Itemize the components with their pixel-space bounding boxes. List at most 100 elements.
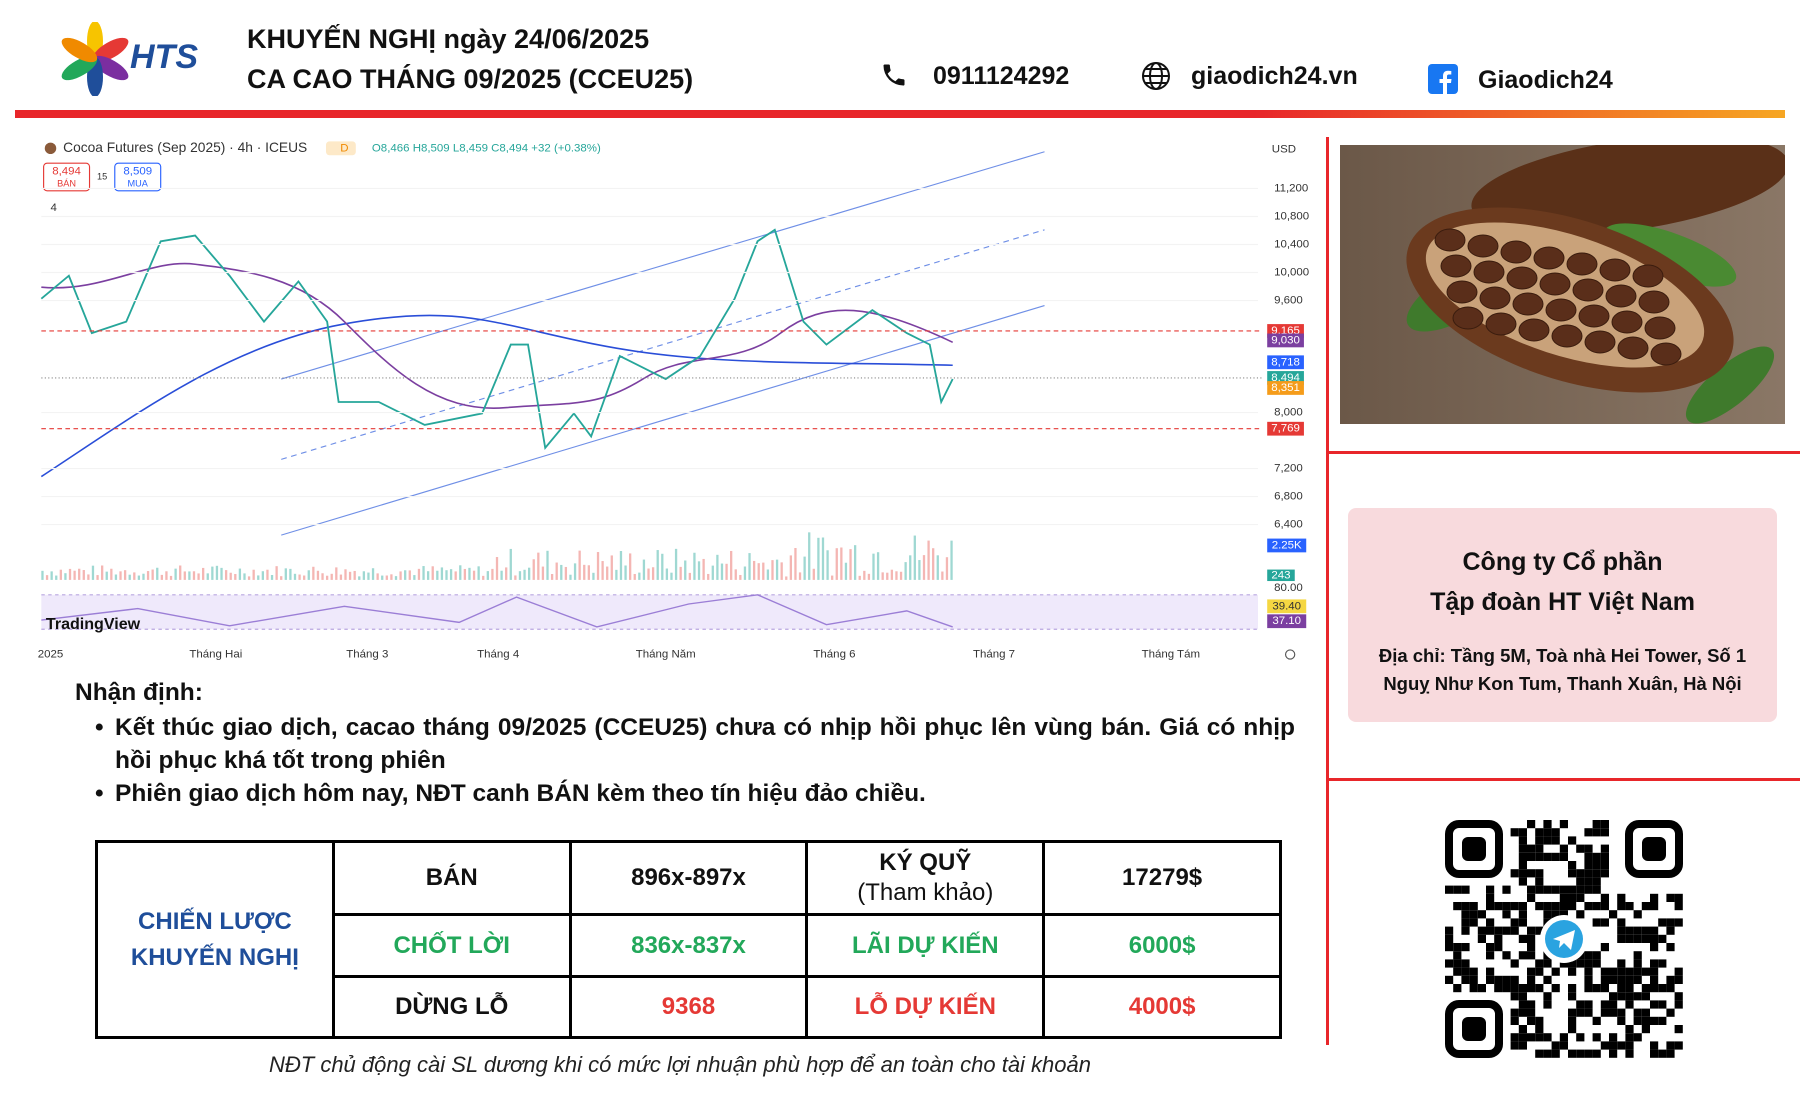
volume-bar: [716, 554, 719, 580]
bean: [1584, 330, 1616, 354]
price-label: 11,200: [1274, 183, 1308, 195]
volume-bar: [50, 571, 53, 580]
qr-module: [1633, 910, 1642, 919]
buy-label[interactable]: MUA: [128, 178, 149, 188]
qr-module: [1453, 902, 1462, 911]
qr-module: [1641, 934, 1650, 943]
volume-bar: [748, 553, 751, 580]
volume-bar: [454, 571, 457, 580]
qr-module: [1453, 885, 1462, 894]
volume-bar: [114, 574, 118, 580]
currency[interactable]: USD: [1272, 143, 1296, 155]
volume-bar: [872, 553, 875, 580]
volume-bar: [174, 568, 177, 580]
qr-module: [1666, 918, 1675, 927]
qr-module: [1445, 943, 1454, 952]
volume-bar: [408, 570, 411, 580]
qr-module: [1617, 984, 1626, 993]
phone: 0911124292: [933, 62, 1070, 90]
volume-bar: [844, 562, 848, 580]
volume-bar: [711, 565, 714, 580]
qr-module: [1617, 934, 1626, 943]
volume-bar: [257, 575, 260, 580]
qr-module: [1650, 926, 1659, 935]
volume-bar: [775, 559, 779, 580]
qr-module: [1494, 975, 1503, 984]
volume-bar: [633, 573, 636, 580]
volume-bar: [348, 571, 352, 580]
company-name: Tập đoàn HT Việt Nam: [1430, 588, 1695, 616]
qr-module: [1527, 1016, 1536, 1025]
bean: [1452, 306, 1484, 330]
qr-module: [1543, 1033, 1552, 1042]
qr-module: [1543, 1000, 1552, 1009]
qr-module: [1633, 1016, 1642, 1025]
qr-module: [1445, 959, 1454, 968]
qr-module: [1658, 1049, 1667, 1058]
volume-bar: [399, 571, 402, 580]
qr-module: [1592, 885, 1601, 894]
qr-module: [1502, 885, 1511, 894]
volume-bar: [123, 570, 127, 580]
volume-bar: [220, 567, 223, 580]
volume-bar: [936, 555, 939, 580]
qr-module: [1584, 861, 1593, 870]
volume-bar: [339, 574, 343, 580]
volume-bar: [215, 565, 219, 580]
bean: [1539, 272, 1571, 296]
qr-module: [1543, 885, 1552, 894]
volume-bar: [73, 570, 76, 580]
qr-module: [1650, 893, 1659, 902]
qr-code[interactable]: [1445, 820, 1683, 1058]
facebook[interactable]: Giaodich24: [1478, 66, 1613, 94]
qr-module: [1625, 934, 1634, 943]
volume-bar: [321, 573, 324, 580]
qr-module: [1477, 926, 1486, 935]
qr-module: [1584, 869, 1593, 878]
qr-module: [1543, 836, 1552, 845]
qr-module: [1584, 967, 1593, 976]
qr-module: [1543, 1049, 1552, 1058]
qr-module: [1592, 959, 1601, 968]
volume-bar: [606, 566, 609, 580]
buy-price[interactable]: 8,509: [123, 165, 152, 177]
qr-module: [1445, 934, 1454, 943]
volume-bar: [518, 571, 522, 580]
volume-bar: [197, 573, 200, 580]
website[interactable]: giaodich24.vn: [1191, 62, 1358, 90]
qr-module: [1551, 1049, 1560, 1058]
bean: [1467, 234, 1499, 258]
volume-bar: [505, 567, 508, 580]
qr-module: [1666, 893, 1675, 902]
qr-module: [1617, 967, 1626, 976]
qr-module: [1658, 984, 1667, 993]
volume-bar: [684, 560, 687, 580]
bean: [1617, 336, 1649, 360]
qr-module: [1543, 992, 1552, 1001]
sell-price[interactable]: 8,494: [52, 165, 81, 177]
bean: [1638, 290, 1670, 314]
qr-module: [1543, 975, 1552, 984]
qr-module: [1486, 902, 1495, 911]
sell-label[interactable]: BÁN: [57, 178, 76, 188]
volume-bar: [280, 576, 283, 580]
interval-badge: D: [340, 142, 348, 154]
qr-module: [1486, 918, 1495, 927]
volume-bar: [766, 569, 770, 580]
volume-bar: [651, 567, 655, 580]
globe-icon: [1142, 62, 1170, 90]
qr-module: [1584, 1008, 1593, 1017]
qr-module: [1535, 959, 1544, 968]
qr-module: [1559, 959, 1568, 968]
volume-bar: [702, 558, 705, 580]
qr-module: [1469, 910, 1478, 919]
price-label: 8,000: [1274, 407, 1303, 419]
volume-bar: [583, 564, 586, 580]
indicator-count[interactable]: 4: [51, 202, 58, 214]
volume-bar: [537, 552, 540, 580]
bean: [1500, 240, 1532, 264]
qr-module: [1494, 926, 1503, 935]
bean: [1512, 292, 1544, 316]
qr-module: [1600, 1041, 1609, 1050]
bean: [1572, 278, 1604, 302]
